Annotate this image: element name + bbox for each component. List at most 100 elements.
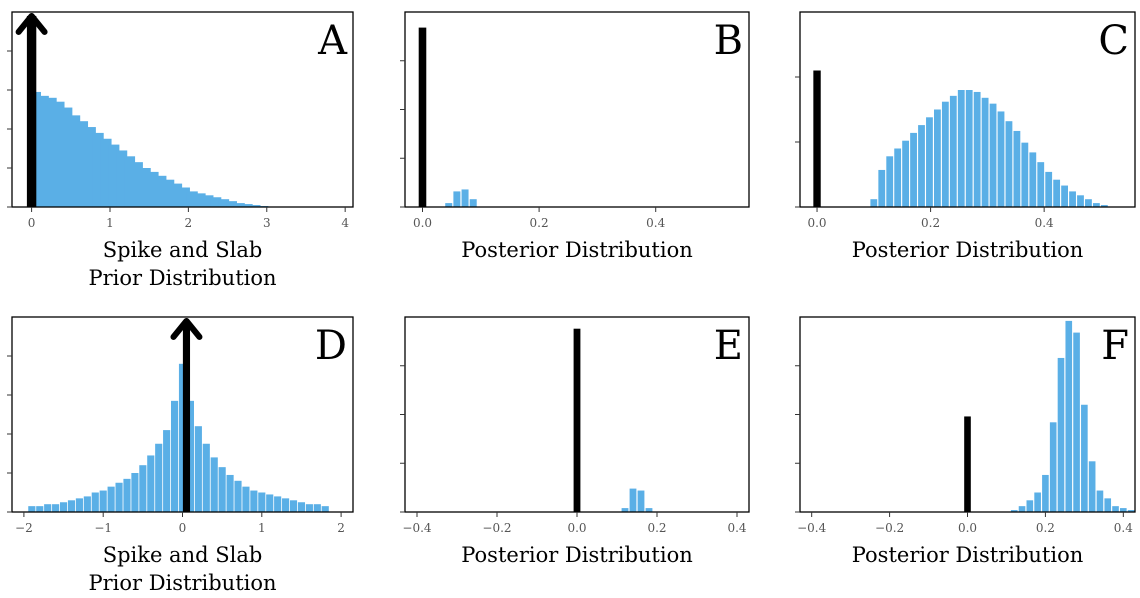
slab-bar (1029, 152, 1037, 207)
slab-bar (1104, 498, 1112, 512)
x-tick-label: 1 (106, 216, 114, 230)
slab-bar (1065, 320, 1073, 512)
slab-bar (894, 148, 902, 207)
slab-bar (210, 197, 222, 207)
slab-bar (910, 132, 917, 207)
plot-frame (799, 11, 1136, 208)
slab-bar (313, 504, 321, 512)
x-axis-label: Prior Distribution (88, 266, 276, 290)
slab-bar (469, 199, 477, 207)
slab-bar (981, 97, 989, 207)
slab-bar (1013, 130, 1021, 207)
x-axis-label: Posterior Distribution (852, 238, 1084, 262)
x-tick-label: −0.2 (482, 521, 511, 535)
panel-letter: A (317, 18, 348, 64)
slab-bar (44, 504, 52, 512)
slab-bar (645, 508, 653, 512)
x-tick-label: 0.4 (646, 216, 665, 230)
slab-bar (989, 103, 997, 207)
slab-bar (1120, 508, 1127, 512)
slab-bar (621, 508, 629, 512)
spike-bar (813, 70, 821, 207)
panel-f: −0.4 −0.2 0.0 0.2 0.4 F Posterior Distribution (795, 316, 1136, 567)
slab-bar (202, 195, 214, 207)
slab-bar (941, 101, 949, 207)
slab-bar (155, 175, 167, 207)
slab-bar (1026, 500, 1034, 512)
x-tick-label: 3 (263, 216, 271, 230)
slab-bar (131, 162, 143, 207)
slab-bar (75, 498, 83, 512)
panel-d: −2 −1 0 1 2 D Spike and Slab Prior Distribution (7, 316, 354, 595)
spike-bar (182, 320, 191, 512)
x-tick-label: 0 (179, 521, 187, 535)
slab-bar (123, 478, 131, 512)
plot-frame (11, 11, 354, 208)
slab-bar (305, 504, 313, 512)
slab-bar (1077, 195, 1084, 207)
spike-bar (26, 15, 37, 208)
slab-bar (1018, 506, 1026, 512)
x-tick-label: 4 (341, 216, 349, 230)
slab-bar (36, 506, 44, 512)
slab-bar (461, 189, 469, 207)
x-tick-label: 0.0 (567, 521, 586, 535)
slab-bar (45, 97, 57, 207)
slab-bar (902, 140, 910, 207)
slab-bar (1092, 203, 1100, 207)
slab-bar (194, 426, 202, 512)
slab-bar (886, 156, 894, 207)
slab-bar (147, 455, 155, 512)
plot-frame (404, 11, 750, 208)
slab-bar (194, 193, 206, 207)
spike-bar (573, 328, 581, 512)
slab-bar (139, 168, 151, 207)
slab-bar (1112, 506, 1119, 512)
slab-bar (28, 506, 36, 512)
slab-bar (37, 95, 49, 207)
slab-bar (1069, 191, 1076, 207)
x-tick-label: −0.4 (402, 521, 432, 535)
slab-bar (274, 496, 282, 512)
panel-b: 0.0 0.2 0.4 B Posterior Distribution (400, 11, 750, 262)
x-tick-label: 0.2 (921, 216, 940, 230)
slab-bar (957, 90, 965, 207)
x-tick-label: 0.4 (727, 521, 746, 535)
panel-c: 0.0 0.2 0.4 C Posterior Distribution (795, 11, 1136, 262)
slab-bar (91, 492, 99, 512)
slab-bar (1010, 510, 1018, 512)
x-axis-label: Prior Distribution (88, 571, 276, 595)
slab-bar (69, 115, 81, 207)
slab-bar (1088, 461, 1096, 512)
slab-bar (1049, 422, 1057, 512)
slab-bar (116, 150, 128, 207)
slab-bar (321, 506, 329, 512)
slab-bar (108, 144, 120, 207)
slab-bar (202, 443, 210, 512)
slab-bar (107, 486, 115, 512)
x-tick-label: −0.4 (797, 521, 827, 535)
slab-bar (147, 171, 159, 207)
x-axis-label: Posterior Distribution (461, 238, 693, 262)
slab-bar (1081, 404, 1088, 512)
slab-bar (629, 488, 637, 512)
x-axis-label: Posterior Distribution (461, 543, 693, 567)
spike-bar (418, 27, 427, 207)
x-tick-label: 2 (185, 216, 193, 230)
slab-bar (1096, 490, 1104, 512)
slab-bar (178, 363, 187, 512)
slab-bar (258, 492, 266, 512)
x-tick-label: 2 (337, 521, 345, 535)
x-tick-label: −2 (15, 521, 33, 535)
slab-bar (52, 504, 60, 512)
x-tick-label: 0.2 (1036, 521, 1055, 535)
slab-bar (186, 191, 198, 207)
slab-bar (115, 482, 123, 512)
x-tick-label: 0.0 (958, 521, 977, 535)
slab-bar (249, 205, 261, 207)
slab-bar (186, 400, 194, 512)
panel-a: 0 1 2 3 4 A Spike and Slab Prior Distribution (7, 11, 354, 290)
slab-bar (131, 473, 139, 512)
slab-bar (242, 486, 250, 512)
slab-bar (234, 480, 242, 512)
